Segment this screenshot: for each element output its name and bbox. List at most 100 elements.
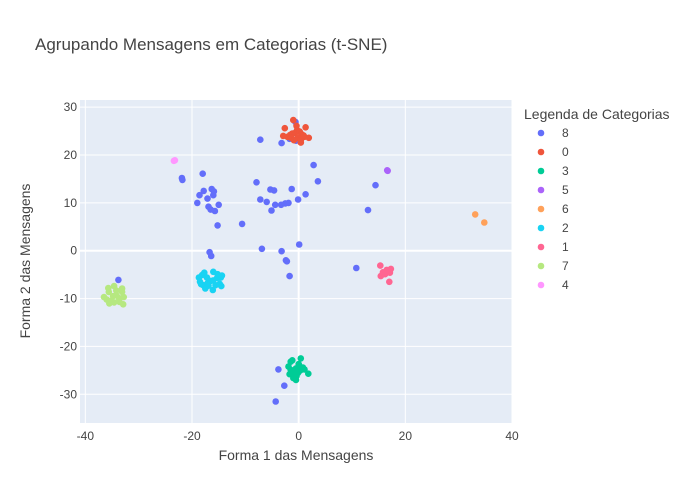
point-series-2-6 — [201, 269, 208, 277]
legend-title: Legenda de Categorias — [524, 106, 670, 122]
point-series-8-5 — [310, 161, 317, 169]
point-series-0-12 — [305, 134, 313, 142]
legend-marker-6 — [537, 205, 545, 213]
point-series-8-33 — [302, 191, 309, 198]
y-tick-label: 20 — [64, 148, 78, 162]
point-series-0-15 — [281, 124, 289, 132]
point-series-8-36 — [238, 220, 246, 228]
point-series-8-35 — [268, 207, 275, 214]
legend-marker-0 — [537, 148, 545, 156]
point-series-3-15 — [301, 366, 308, 373]
point-series-3-17 — [289, 357, 296, 364]
point-series-0-16 — [302, 124, 309, 131]
point-series-8-0 — [257, 136, 264, 143]
point-series-0-20 — [300, 132, 307, 139]
x-tick-label: 20 — [399, 429, 413, 443]
x-axis-title: Forma 1 das Mensagens — [219, 447, 374, 463]
point-series-2-17 — [218, 282, 225, 290]
point-series-8-32 — [294, 196, 302, 203]
point-series-7-13 — [110, 282, 118, 290]
y-axis-ticks: -30 -20 -10 0 10 20 30 — [60, 100, 78, 401]
y-tick-label: -10 — [60, 292, 78, 306]
point-series-3-14 — [297, 355, 305, 362]
point-series-1-7 — [377, 262, 384, 269]
point-series-7-16 — [107, 297, 115, 305]
point-series-3-18 — [295, 360, 303, 368]
x-tick-label: -20 — [183, 429, 201, 443]
point-series-1-8 — [386, 278, 393, 286]
legend-marker-8 — [537, 129, 545, 137]
legend-label-6: 6 — [562, 202, 569, 216]
data-points — [100, 116, 488, 405]
point-series-1-6 — [387, 265, 395, 273]
point-series-8-25 — [257, 196, 264, 203]
legend-items: 8 0 3 5 6 2 1 7 4 — [537, 126, 569, 292]
point-series-4-1 — [171, 157, 179, 164]
point-series-6-1 — [471, 211, 479, 218]
point-series-3-16 — [305, 370, 312, 378]
legend-label-7: 7 — [562, 259, 569, 273]
point-series-8-8 — [199, 170, 206, 177]
chart-title: Agrupando Mensagens em Categorias (t-SNE… — [35, 35, 387, 54]
point-series-8-40 — [258, 245, 266, 253]
x-tick-label: 40 — [505, 429, 519, 443]
point-series-8-13 — [200, 187, 207, 195]
y-tick-label: 30 — [64, 100, 78, 114]
point-series-8-6 — [314, 178, 322, 185]
point-series-8-26 — [263, 198, 271, 206]
point-series-8-46 — [353, 264, 360, 272]
legend-marker-7 — [537, 262, 545, 270]
point-series-7-14 — [118, 285, 126, 292]
legend-label-3: 3 — [562, 164, 569, 178]
point-series-3-13 — [292, 376, 300, 384]
point-series-8-17 — [215, 201, 222, 209]
legend-label-5: 5 — [562, 183, 569, 197]
point-series-2-14 — [209, 286, 217, 294]
point-series-8-47 — [115, 276, 122, 284]
point-series-8-15 — [196, 191, 203, 199]
point-series-8-20 — [207, 206, 214, 213]
point-series-8-7 — [372, 181, 379, 189]
point-series-5-1 — [383, 167, 391, 174]
y-tick-label: -30 — [60, 387, 78, 401]
point-series-2-9 — [218, 272, 226, 279]
point-series-8-16 — [204, 195, 211, 202]
point-series-8-22 — [253, 179, 260, 186]
point-series-8-34 — [364, 206, 372, 214]
point-series-8-1 — [278, 139, 285, 147]
point-series-8-44 — [283, 258, 291, 265]
point-series-0-14 — [279, 132, 287, 140]
point-series-2-20 — [197, 280, 205, 288]
point-series-7-11 — [100, 293, 108, 301]
point-series-7-6 — [120, 293, 127, 301]
point-series-0-13 — [290, 136, 298, 144]
point-series-8-39 — [207, 252, 215, 260]
x-axis-ticks: -40 -20 0 20 40 — [77, 429, 519, 443]
legend-marker-1 — [537, 243, 545, 251]
legend-marker-4 — [537, 281, 545, 289]
point-series-8-10 — [179, 176, 186, 184]
legend-marker-2 — [537, 224, 545, 232]
point-series-2-19 — [205, 282, 212, 290]
x-tick-label: 0 — [295, 429, 302, 443]
point-series-8-14 — [210, 191, 217, 199]
point-series-0-18 — [290, 116, 297, 124]
legend-marker-5 — [537, 186, 545, 194]
point-series-8-45 — [286, 272, 293, 280]
legend-label-0: 0 — [562, 145, 569, 159]
point-series-7-15 — [119, 301, 127, 308]
point-series-8-41 — [278, 247, 285, 255]
y-tick-label: -20 — [60, 339, 78, 353]
legend: Legenda de Categorias 8 0 3 5 6 2 1 7 4 — [524, 106, 670, 292]
legend-label-2: 2 — [562, 221, 569, 235]
y-tick-label: 0 — [70, 244, 77, 258]
legend-marker-3 — [537, 167, 545, 175]
x-tick-label: -40 — [77, 429, 95, 443]
point-series-8-50 — [272, 398, 280, 405]
point-series-6-0 — [481, 219, 488, 226]
point-series-0-19 — [293, 122, 300, 130]
point-series-8-49 — [281, 382, 288, 390]
point-series-8-30 — [285, 199, 292, 207]
point-series-7-12 — [105, 284, 112, 292]
